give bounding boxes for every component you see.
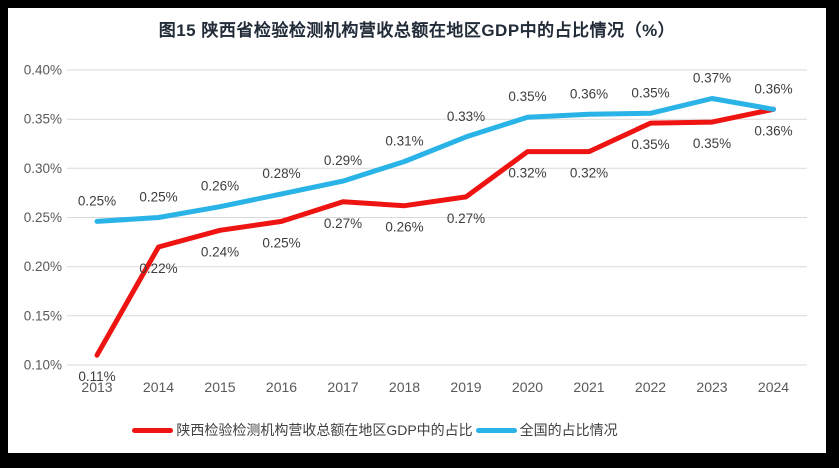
y-tick-label: 0.35% (24, 112, 62, 127)
x-tick-label: 2016 (266, 379, 297, 395)
x-tick-label: 2013 (81, 379, 112, 395)
x-tick-label: 2022 (635, 379, 666, 395)
x-tick-label: 2017 (327, 379, 358, 395)
data-label-shaanxi-2023: 0.35% (693, 136, 731, 151)
y-tick-label: 0.40% (24, 63, 62, 78)
x-tick-label: 2023 (696, 379, 727, 395)
series-line-shaanxi (94, 106, 776, 358)
y-tick-label: 0.30% (24, 161, 62, 176)
chart-background (8, 8, 826, 453)
data-label-national-2014: 0.25% (139, 190, 177, 205)
chart-title: 图15 陕西省检验检测机构营收总额在地区GDP中的占比情况（%） (158, 21, 676, 40)
data-label-national-2013: 0.25% (78, 193, 116, 208)
data-label-shaanxi-2014: 0.22% (139, 261, 177, 276)
legend-item-shaanxi: 陕西检验检测机构营收总额在地区GDP中的占比 (132, 420, 473, 440)
data-label-shaanxi-2021: 0.32% (570, 166, 608, 181)
legend-swatch-blue-line (475, 427, 517, 433)
data-label-national-2018: 0.31% (385, 134, 423, 149)
chart-legend: 陕西检验检测机构营收总额在地区GDP中的占比 全国的占比情况 (0, 420, 784, 440)
series-line-national (94, 96, 776, 224)
y-tick-label: 0.20% (24, 259, 62, 274)
data-label-shaanxi-2015: 0.24% (201, 244, 239, 259)
legend-label-national: 全国的占比情况 (519, 422, 618, 438)
x-tick-label: 2014 (143, 379, 174, 395)
data-label-shaanxi-2016: 0.25% (262, 235, 300, 250)
legend-item-national: 全国的占比情况 (475, 420, 618, 440)
data-label-national-2017: 0.29% (324, 153, 362, 168)
legend-label-shaanxi: 陕西检验检测机构营收总额在地区GDP中的占比 (176, 422, 473, 438)
x-tick-label: 2024 (758, 379, 789, 395)
data-label-national-2019: 0.33% (447, 109, 485, 124)
data-label-national-2023: 0.37% (693, 71, 731, 86)
x-tick-label: 2019 (450, 379, 481, 395)
data-label-shaanxi-2024: 0.36% (754, 123, 792, 138)
legend-swatch-red-line (132, 427, 174, 433)
data-label-shaanxi-2017: 0.27% (324, 216, 362, 231)
data-label-shaanxi-2013: 0.11% (78, 369, 115, 384)
x-tick-label: 2015 (204, 379, 235, 395)
data-label-national-2015: 0.26% (201, 179, 239, 194)
y-tick-label: 0.15% (24, 308, 62, 323)
data-label-national-2020: 0.35% (508, 89, 546, 104)
data-label-shaanxi-2019: 0.27% (447, 211, 485, 226)
y-tick-label: 0.10% (24, 358, 62, 373)
data-label-shaanxi-2018: 0.26% (385, 220, 423, 235)
data-label-national-2021: 0.36% (570, 86, 608, 101)
data-label-shaanxi-2022: 0.35% (631, 137, 669, 152)
x-tick-label: 2021 (573, 379, 604, 395)
x-tick-label: 2018 (389, 379, 420, 395)
data-label-national-2024: 0.36% (754, 81, 792, 96)
y-tick-label: 0.25% (24, 210, 62, 225)
data-label-national-2016: 0.28% (262, 166, 300, 181)
data-label-national-2022: 0.35% (631, 85, 669, 100)
data-label-shaanxi-2020: 0.32% (508, 166, 546, 181)
x-tick-label: 2020 (512, 379, 543, 395)
